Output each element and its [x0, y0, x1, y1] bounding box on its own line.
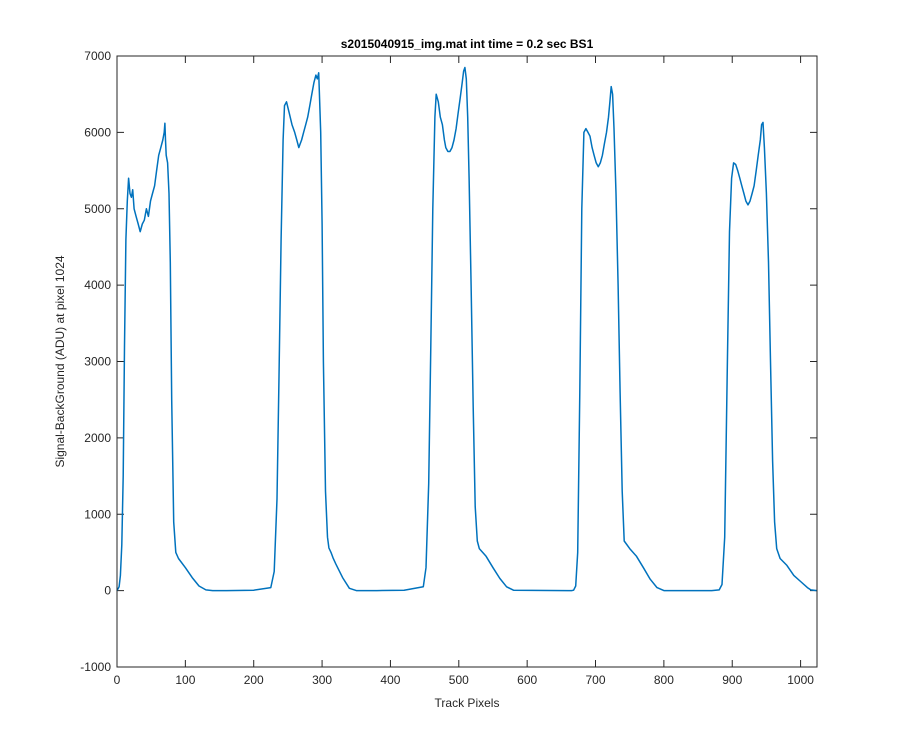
y-tick-label: 3000	[84, 355, 111, 369]
x-tick-label: 300	[312, 673, 332, 687]
x-tick-label: 900	[722, 673, 742, 687]
y-tick-label: 6000	[84, 125, 111, 139]
y-tick-label: 7000	[84, 49, 111, 63]
y-tick-label: -1000	[80, 660, 111, 674]
x-tick-label: 400	[380, 673, 400, 687]
y-tick-label: 5000	[84, 202, 111, 216]
x-tick-label: 800	[654, 673, 674, 687]
x-tick-label: 200	[244, 673, 264, 687]
x-tick-label: 700	[586, 673, 606, 687]
y-axis-label: Signal-BackGround (ADU) at pixel 1024	[53, 255, 67, 467]
y-tick-label: 4000	[84, 278, 111, 292]
series-line	[116, 66, 818, 592]
y-tick-label: 0	[104, 584, 111, 598]
y-tick-label: 2000	[84, 431, 111, 445]
chart-title: s2015040915_img.mat int time = 0.2 sec B…	[341, 37, 594, 51]
plot-frame	[116, 55, 818, 668]
x-tick-label: 1000	[787, 673, 814, 687]
x-tick-label: 0	[114, 673, 121, 687]
x-tick-label: 500	[449, 673, 469, 687]
y-tick-label: 1000	[84, 507, 111, 521]
x-tick-label: 600	[517, 673, 537, 687]
x-axis-label: Track Pixels	[435, 696, 500, 710]
axis-ticks: 0 100 200 300 400 500 600 700 800 900 1000-1000010…	[80, 49, 817, 687]
x-tick-label: 100	[175, 673, 195, 687]
